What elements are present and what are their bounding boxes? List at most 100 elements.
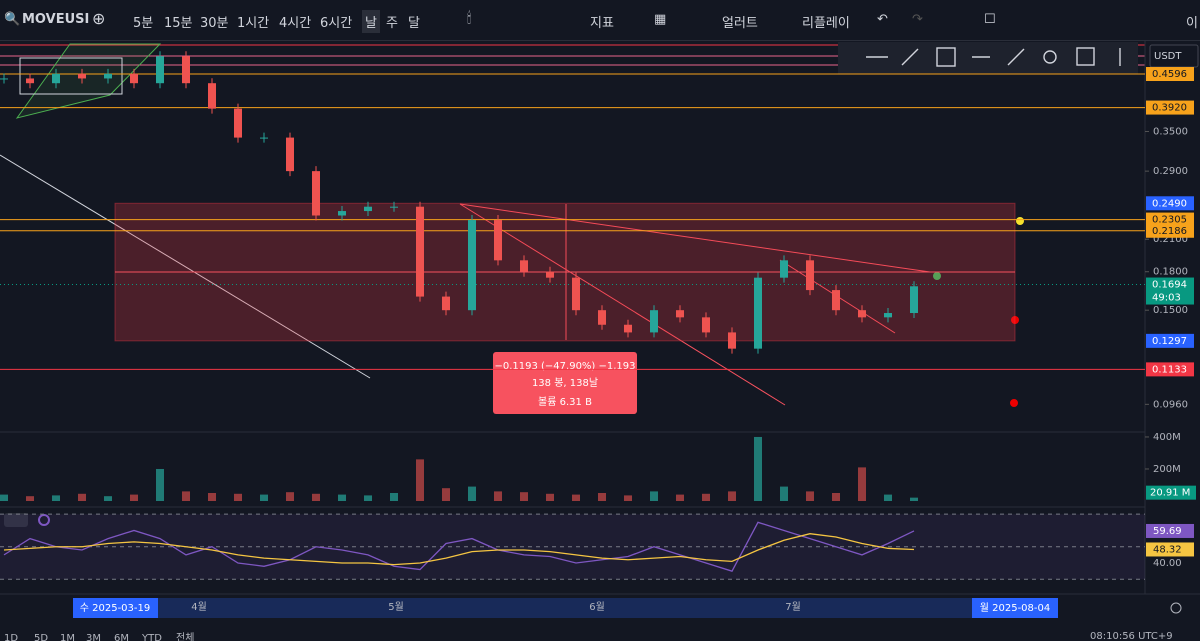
level-badge-label: 0.1133 (1152, 364, 1187, 375)
candle (884, 313, 892, 318)
level-badge (1146, 223, 1194, 238)
volume-bar (286, 492, 294, 501)
range-button[interactable]: 3M (86, 633, 101, 641)
rsi-line (3, 521, 915, 572)
currency[interactable]: USDT (1154, 51, 1182, 62)
zone-badge (1146, 196, 1194, 211)
layouts[interactable]: ▦ (654, 12, 667, 27)
candle (572, 277, 580, 311)
volume-tick: 200M (1153, 464, 1181, 475)
search-icon[interactable]: 🔍 (4, 12, 21, 27)
candle (806, 260, 814, 291)
candle (0, 78, 8, 80)
volume-bar (182, 491, 190, 501)
zone-badge-label: 0.2490 (1152, 198, 1187, 209)
interval[interactable]: 5분 (133, 16, 154, 31)
volume-bar (442, 488, 450, 501)
interval[interactable]: 15분 (164, 16, 193, 31)
candle (416, 206, 424, 297)
undo[interactable]: ↶ (877, 12, 888, 27)
indicators[interactable]: 지표 (590, 16, 614, 31)
interval[interactable]: 6시간 (320, 16, 353, 31)
chart-type[interactable]: 🕯 (467, 9, 472, 27)
candle (182, 56, 190, 84)
alert-dot (1016, 217, 1024, 225)
rsi-icon[interactable] (38, 514, 50, 526)
range-button[interactable]: 1M (60, 633, 75, 641)
volume-bar (572, 494, 580, 501)
candle (260, 137, 268, 139)
trend-line (459, 203, 931, 273)
range-end: 월 2025-08-04 (980, 602, 1051, 614)
replay[interactable]: 리플레이 (802, 16, 850, 31)
rsi-label: 59.69 (1153, 526, 1182, 537)
month-label: 6월 (589, 601, 605, 613)
range-button[interactable]: 6M (114, 633, 129, 641)
currency-select[interactable] (1149, 44, 1199, 68)
volume-bar (0, 494, 8, 501)
last-price: 0.1694 (1152, 280, 1187, 291)
volume-bar (650, 491, 658, 501)
level-badge (1146, 100, 1194, 115)
volume-bar (260, 494, 268, 501)
range-button[interactable]: 전체 (176, 632, 194, 641)
interval[interactable]: 날 (362, 10, 380, 33)
range-button[interactable]: 1D (4, 633, 18, 641)
interval[interactable]: 달 (408, 16, 420, 31)
range-button[interactable]: YTD (141, 633, 162, 641)
layout-toggle[interactable]: ☐ (984, 12, 996, 27)
candle (234, 108, 242, 138)
drawing-tools[interactable] (866, 47, 1121, 67)
candle (338, 211, 346, 216)
pane-toggle[interactable] (4, 513, 28, 527)
volume-bar (598, 492, 606, 501)
volume-bar (546, 493, 554, 501)
add-symbol[interactable]: ⊕ (92, 9, 106, 28)
rsi-tick: 40.00 (1153, 558, 1182, 569)
price-tick: 0.0960 (1153, 399, 1188, 410)
settings[interactable] (1170, 602, 1182, 614)
volume-bar (676, 494, 684, 501)
volume-bar (104, 496, 112, 501)
candle (676, 310, 684, 318)
drawing-toolbar (838, 42, 1138, 74)
candle (910, 286, 918, 314)
interval[interactable]: 30분 (200, 16, 229, 31)
month-label: 7월 (785, 601, 801, 613)
level-badge (1146, 362, 1194, 377)
level-badge-label: 0.2186 (1152, 226, 1187, 237)
alert-dot (1011, 316, 1019, 324)
time-range (73, 598, 1058, 618)
interval[interactable]: 1시간 (237, 16, 270, 31)
range-end-box (972, 598, 1058, 618)
price-tick: 0.2900 (1153, 166, 1188, 177)
volume-bar (754, 436, 762, 501)
rsi-badge (1146, 523, 1194, 538)
symbol[interactable]: MOVEUSI (22, 12, 90, 27)
level-badge-label: 0.2305 (1152, 215, 1187, 226)
range-button[interactable]: 5D (34, 633, 48, 641)
measure-tooltip (493, 352, 637, 414)
alerts[interactable]: 얼러트 (722, 16, 758, 31)
volume-bar (910, 497, 918, 501)
candle (26, 78, 34, 84)
alert-dot (933, 272, 941, 280)
candle (520, 260, 528, 272)
candle (130, 73, 138, 84)
background (0, 41, 1145, 641)
volume-bar (234, 493, 242, 501)
clock: 08:10:56 UTC+9 (1090, 631, 1173, 641)
volume-bar (26, 496, 34, 501)
account[interactable]: 이 (1186, 16, 1198, 31)
range-start-box (73, 598, 158, 618)
candle (650, 310, 658, 333)
volume-bar (208, 492, 216, 501)
volume-bar (390, 492, 398, 501)
interval[interactable]: 주 (386, 16, 398, 31)
interval[interactable]: 4시간 (279, 16, 312, 31)
candle (858, 310, 866, 318)
candle (442, 296, 450, 311)
volume-tick: 400M (1153, 432, 1181, 443)
